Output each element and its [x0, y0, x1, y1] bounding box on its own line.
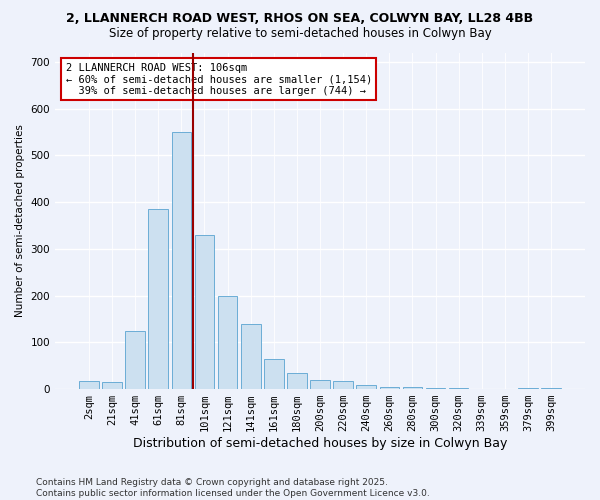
Bar — [172, 132, 191, 389]
Text: 2, LLANNERCH ROAD WEST, RHOS ON SEA, COLWYN BAY, LL28 4BB: 2, LLANNERCH ROAD WEST, RHOS ON SEA, COL… — [67, 12, 533, 26]
Bar — [380, 386, 399, 389]
Bar — [264, 358, 284, 389]
Bar — [356, 386, 376, 389]
Bar — [79, 380, 99, 389]
Text: Size of property relative to semi-detached houses in Colwyn Bay: Size of property relative to semi-detach… — [109, 28, 491, 40]
Text: 2 LLANNERCH ROAD WEST: 106sqm
← 60% of semi-detached houses are smaller (1,154)
: 2 LLANNERCH ROAD WEST: 106sqm ← 60% of s… — [65, 62, 372, 96]
Bar — [403, 386, 422, 389]
Bar — [334, 380, 353, 389]
Bar — [241, 324, 260, 389]
Bar — [194, 235, 214, 389]
Bar — [310, 380, 330, 389]
X-axis label: Distribution of semi-detached houses by size in Colwyn Bay: Distribution of semi-detached houses by … — [133, 437, 507, 450]
Bar — [218, 296, 238, 389]
Bar — [541, 388, 561, 389]
Bar — [148, 209, 168, 389]
Bar — [125, 330, 145, 389]
Bar — [102, 382, 122, 389]
Bar — [449, 388, 469, 389]
Y-axis label: Number of semi-detached properties: Number of semi-detached properties — [15, 124, 25, 317]
Text: Contains HM Land Registry data © Crown copyright and database right 2025.
Contai: Contains HM Land Registry data © Crown c… — [36, 478, 430, 498]
Bar — [287, 372, 307, 389]
Bar — [426, 388, 445, 389]
Bar — [518, 388, 538, 389]
